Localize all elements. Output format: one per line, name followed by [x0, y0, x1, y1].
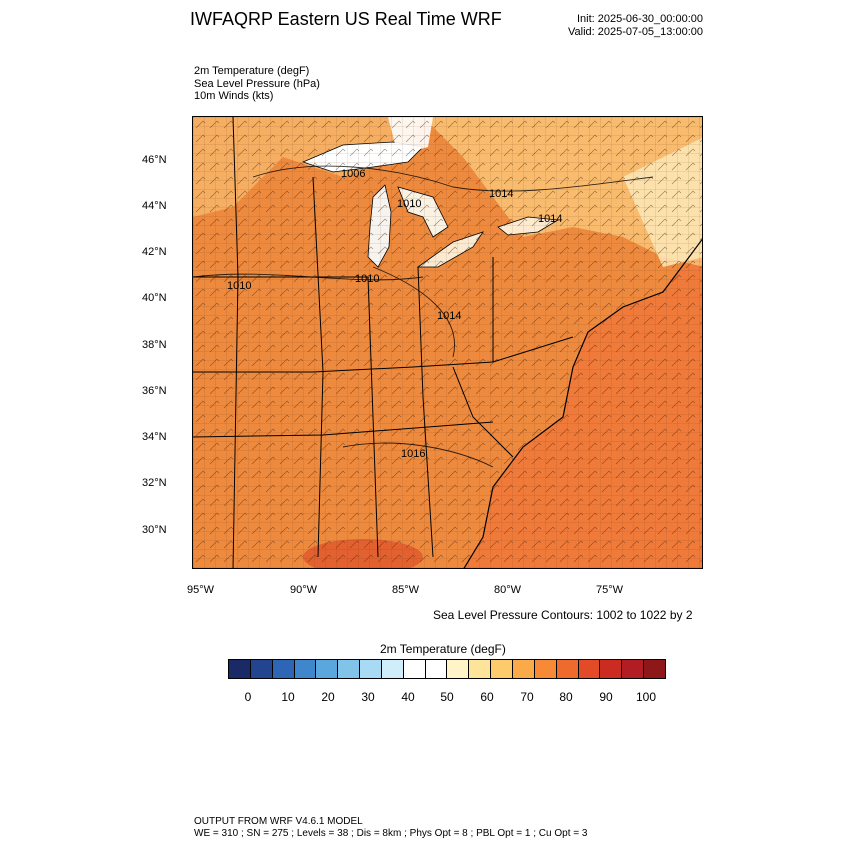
- colorbar-bin: [469, 660, 492, 678]
- colorbar-tick: 10: [281, 690, 295, 704]
- map-canvas: 1006 1014 1010 1014 1010 1010 1014 1016: [193, 117, 702, 568]
- slp-contour-note: Sea Level Pressure Contours: 1002 to 102…: [433, 608, 693, 622]
- field-temperature: 2m Temperature (degF): [194, 65, 310, 77]
- colorbar-bin: [578, 660, 601, 678]
- colorbar-title: 2m Temperature (degF): [380, 642, 506, 656]
- init-time: Init: 2025-06-30_00:00:00: [577, 13, 703, 25]
- colorbar-bin: [272, 660, 295, 678]
- colorbar-bin: [425, 660, 448, 678]
- colorbar-bin: [360, 660, 382, 678]
- colorbar-tick: 40: [401, 690, 415, 704]
- colorbar-tick: 90: [599, 690, 613, 704]
- colorbar-tick: 30: [361, 690, 375, 704]
- colorbar-bin: [644, 660, 665, 678]
- isobar-label-4: 1014: [538, 213, 562, 225]
- colorbar-bin: [534, 660, 557, 678]
- lat-label-30: 30°N: [142, 524, 167, 536]
- colorbar-bin: [338, 660, 361, 678]
- isobars: [193, 165, 654, 468]
- weather-map: 1006 1014 1010 1014 1010 1010 1014 1016: [192, 116, 703, 569]
- isobar-label-3: 1010: [397, 198, 421, 210]
- colorbar-tick: 70: [520, 690, 534, 704]
- footer-model-line: OUTPUT FROM WRF V4.6.1 MODEL: [194, 816, 363, 827]
- field-winds: 10m Winds (kts): [194, 90, 274, 102]
- footer-config-line: WE = 310 ; SN = 275 ; Levels = 38 ; Dis …: [194, 828, 588, 839]
- colorbar-bin: [556, 660, 579, 678]
- colorbar-bin: [250, 660, 273, 678]
- coastline: [463, 238, 702, 568]
- colorbar-tick: 60: [480, 690, 494, 704]
- lat-label-36: 36°N: [142, 385, 167, 397]
- lat-label-32: 32°N: [142, 477, 167, 489]
- lat-label-38: 38°N: [142, 339, 167, 351]
- valid-time: Valid: 2025-07-05_13:00:00: [568, 26, 703, 38]
- lat-label-46: 46°N: [142, 154, 167, 166]
- lon-label-75: 75°W: [596, 584, 624, 596]
- state-borders: [193, 117, 574, 568]
- colorbar-bin: [403, 660, 426, 678]
- colorbar-tick: 80: [559, 690, 573, 704]
- lat-label-42: 42°N: [142, 246, 167, 258]
- isobar-label-5: 1010: [227, 280, 251, 292]
- colorbar-bin: [229, 660, 251, 678]
- isobar-label-8: 1016: [401, 448, 425, 460]
- map-title: IWFAQRP Eastern US Real Time WRF: [190, 9, 502, 29]
- wind-barbs: [193, 117, 702, 568]
- colorbar-tick: 0: [244, 690, 252, 704]
- lat-label-40: 40°N: [142, 292, 167, 304]
- colorbar-bin: [316, 660, 339, 678]
- colorbar-tick: 20: [321, 690, 335, 704]
- model-footer: OUTPUT FROM WRF V4.6.1 MODEL WE = 310 ; …: [194, 816, 587, 840]
- isobar-label-2: 1014: [489, 188, 513, 200]
- colorbar-bin: [622, 660, 645, 678]
- colorbar-bin: [512, 660, 535, 678]
- colorbar-bin: [294, 660, 317, 678]
- isobar-label-7: 1014: [437, 310, 461, 322]
- isobar-label-6: 1010: [355, 273, 379, 285]
- colorbar-tick: 100: [635, 690, 657, 704]
- colorbar-bin: [381, 660, 404, 678]
- colorbar-bin: [491, 660, 513, 678]
- colorbar-tick: 50: [440, 690, 454, 704]
- colorbar-bin: [447, 660, 470, 678]
- field-list: 2m Temperature (degF) Sea Level Pressure…: [194, 65, 320, 103]
- lat-label-44: 44°N: [142, 200, 167, 212]
- isobar-label-1: 1006: [341, 168, 365, 180]
- lon-label-90: 90°W: [290, 584, 318, 596]
- field-pressure: Sea Level Pressure (hPa): [194, 77, 320, 90]
- colorbar-bin: [600, 660, 623, 678]
- lon-label-80: 80°W: [494, 584, 522, 596]
- run-info: Init: 2025-06-30_00:00:00 Valid: 2025-07…: [568, 13, 703, 39]
- colorbar: [228, 659, 666, 679]
- lon-label-95: 95°W: [187, 584, 215, 596]
- lon-label-85: 85°W: [392, 584, 420, 596]
- lat-label-34: 34°N: [142, 431, 167, 443]
